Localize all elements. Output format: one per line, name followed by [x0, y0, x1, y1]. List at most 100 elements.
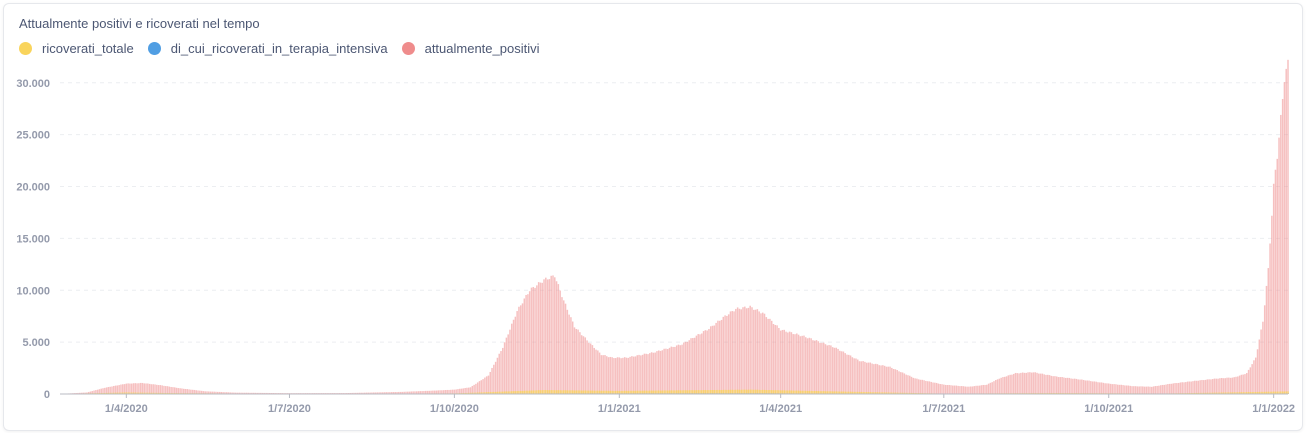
bar — [380, 392, 382, 394]
bar — [724, 389, 726, 394]
bar — [129, 392, 131, 394]
bar — [1075, 378, 1078, 394]
bar — [190, 389, 192, 394]
bar — [898, 371, 900, 394]
bar — [143, 392, 145, 394]
bar — [1048, 375, 1051, 394]
bar — [539, 282, 542, 394]
bar — [900, 392, 902, 394]
bar — [360, 392, 362, 394]
bar — [600, 390, 603, 394]
bar — [1228, 377, 1230, 394]
bar — [641, 354, 644, 394]
bar — [817, 341, 820, 394]
bar — [1045, 374, 1047, 394]
bar — [589, 390, 592, 394]
bar — [161, 385, 163, 394]
bar — [779, 390, 782, 394]
bar — [405, 391, 407, 394]
bar — [1210, 379, 1212, 394]
bar — [1012, 373, 1015, 394]
bar — [130, 392, 133, 394]
bar — [636, 390, 638, 394]
bar — [733, 311, 735, 394]
bar — [1131, 386, 1133, 394]
bar — [932, 382, 934, 394]
bar — [631, 356, 633, 394]
bar — [975, 385, 977, 394]
bar — [704, 390, 707, 394]
bar — [695, 390, 698, 394]
bar — [1127, 385, 1130, 394]
bar — [622, 357, 624, 394]
bar — [197, 390, 199, 394]
bar — [417, 391, 420, 394]
bar — [127, 383, 129, 394]
bar — [726, 315, 728, 394]
y-tick-label: 5.000 — [22, 337, 50, 349]
bar — [139, 382, 142, 394]
bar — [824, 344, 827, 394]
bar — [509, 391, 511, 394]
legend-item-attualmente-positivi[interactable]: attualmente_positivi — [401, 41, 540, 56]
bar — [699, 334, 701, 394]
bar — [396, 392, 398, 394]
bar — [880, 365, 882, 394]
bar — [503, 342, 506, 394]
bar — [1195, 392, 1198, 394]
bar — [876, 364, 879, 394]
bar — [659, 390, 662, 394]
bar — [412, 391, 414, 394]
bar — [944, 384, 947, 394]
bar — [824, 391, 827, 394]
bar — [252, 392, 255, 394]
legend-item-ricoverati-totale[interactable]: ricoverati_totale — [19, 41, 134, 56]
bar — [978, 385, 981, 394]
bar — [1005, 376, 1008, 394]
bar — [883, 365, 886, 394]
bar — [199, 390, 201, 394]
bar — [842, 351, 845, 394]
bar — [1219, 378, 1221, 394]
bar — [663, 348, 665, 394]
bar — [799, 336, 802, 394]
bar — [754, 389, 757, 394]
bar — [925, 380, 927, 394]
bar — [1213, 378, 1216, 394]
x-tick-label: 1/4/2020 — [105, 403, 148, 415]
bar — [537, 282, 540, 394]
bar — [751, 307, 753, 394]
bar — [448, 389, 450, 394]
bar — [921, 379, 924, 394]
bar — [632, 390, 635, 394]
bar — [557, 390, 560, 394]
bar — [864, 361, 866, 394]
legend-dot-icon — [147, 41, 161, 55]
x-tick-label: 1/7/2021 — [922, 403, 965, 415]
bar — [849, 355, 852, 394]
bar — [1099, 382, 1101, 394]
bar — [844, 391, 846, 394]
bar — [1235, 376, 1237, 394]
bar — [681, 390, 683, 394]
bar — [1276, 158, 1278, 394]
bar — [516, 311, 518, 394]
bar — [564, 303, 567, 394]
bar — [170, 386, 172, 394]
bar — [855, 391, 857, 394]
bar — [100, 388, 102, 394]
bar — [457, 389, 459, 394]
bar — [674, 346, 676, 394]
bar — [860, 361, 863, 394]
bar — [853, 358, 855, 394]
bar — [810, 390, 812, 394]
bar — [887, 392, 889, 394]
bar — [577, 329, 579, 394]
bar — [202, 391, 205, 394]
bar — [1283, 82, 1286, 395]
bar — [952, 385, 954, 394]
bar — [1246, 373, 1248, 394]
legend-item-terapia-intensiva[interactable]: di_cui_ricoverati_in_terapia_intensiva — [147, 41, 388, 56]
bar — [833, 347, 836, 394]
bar — [1272, 391, 1275, 394]
